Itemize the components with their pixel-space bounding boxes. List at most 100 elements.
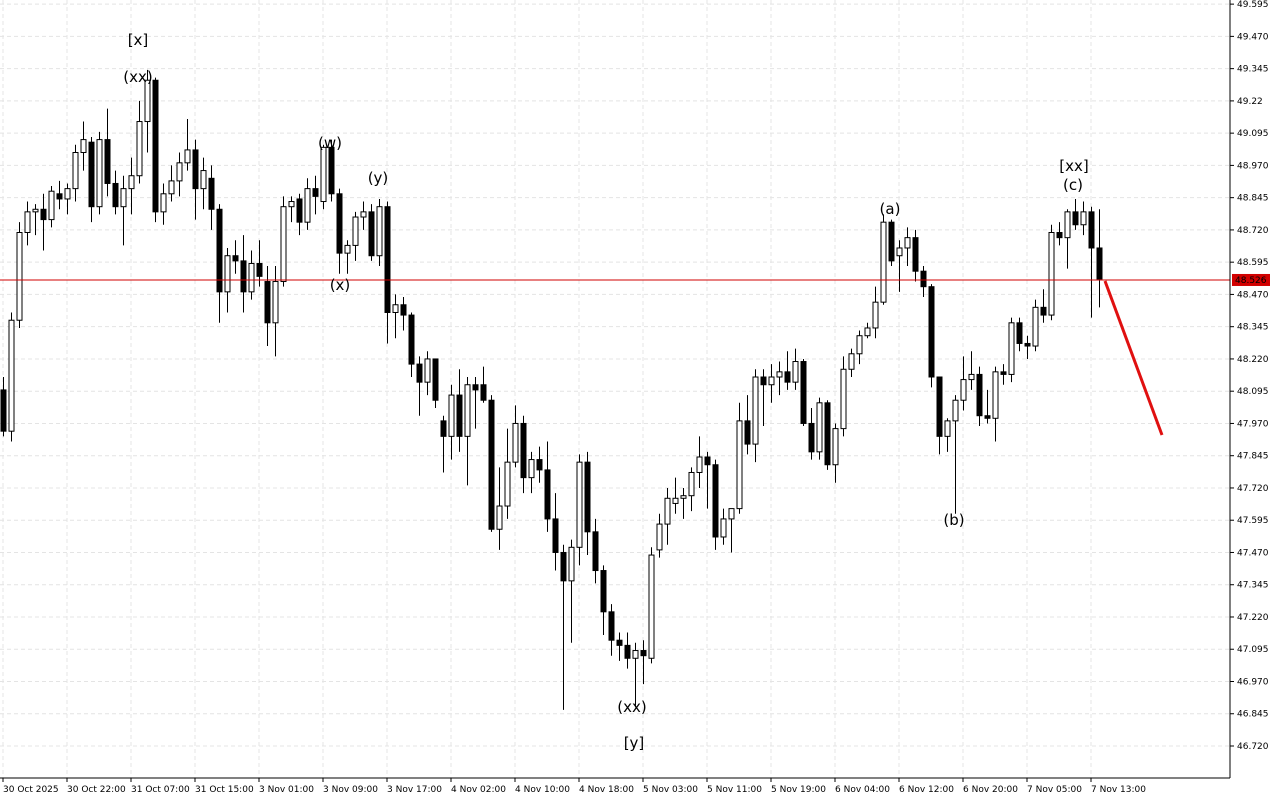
x-tick-label: 5 Nov 19:00 (771, 785, 826, 795)
candle-body (464, 384, 471, 437)
candle-body (1080, 211, 1087, 226)
candle-body (176, 162, 183, 182)
candle-body (104, 139, 111, 184)
candle-body (784, 371, 791, 383)
candle-body (1064, 211, 1071, 239)
wave-label: (xx) (617, 698, 646, 716)
candle-body (1088, 211, 1095, 249)
wave-label: (xx) (123, 68, 152, 86)
candle-body (968, 373, 975, 381)
candle-body (512, 422, 519, 463)
candle-body (688, 471, 695, 497)
candle-body (392, 304, 399, 313)
candle-body (936, 376, 943, 437)
y-tick-label: 47.595 (1237, 516, 1269, 526)
candle-body (160, 193, 167, 213)
x-tick-label: 3 Nov 17:00 (387, 785, 442, 795)
candle-body (696, 456, 703, 473)
candle-body (80, 139, 87, 154)
candle-body (248, 262, 255, 293)
candle-body (64, 188, 71, 200)
candle-body (376, 206, 383, 257)
candle-body (1072, 211, 1079, 226)
candle-body (0, 389, 7, 432)
candle-body (112, 182, 119, 208)
candle-body (1008, 322, 1015, 375)
candle-body (336, 193, 343, 254)
candle-body (944, 420, 951, 437)
wave-label: (c) (1063, 176, 1083, 194)
candle-body (488, 399, 495, 530)
x-tick-label: 7 Nov 13:00 (1091, 785, 1146, 795)
candle-body (40, 208, 47, 221)
candle-body (640, 650, 647, 657)
candle-body (1040, 306, 1047, 316)
candle-body (872, 301, 879, 329)
candle-body (800, 361, 807, 424)
candle-body (440, 420, 447, 437)
x-tick-label: 5 Nov 03:00 (643, 785, 698, 795)
candle-body (728, 508, 735, 520)
candle-body (824, 402, 831, 466)
candle-body (920, 270, 927, 288)
candle-body (560, 551, 567, 582)
y-tick-label: 49.345 (1237, 65, 1269, 75)
candle-body (808, 422, 815, 453)
candle-body (840, 368, 847, 430)
x-tick-label: 6 Nov 12:00 (899, 785, 954, 795)
candle-body (856, 335, 863, 355)
x-tick-label: 3 Nov 01:00 (259, 785, 314, 795)
candle-body (680, 495, 687, 499)
candle-body (288, 201, 295, 208)
y-tick-label: 48.595 (1237, 258, 1269, 268)
y-tick-label: 47.720 (1237, 484, 1269, 494)
candle-body (632, 650, 639, 659)
y-tick-label: 48.470 (1237, 290, 1269, 300)
candle-body (816, 402, 823, 453)
candle-body (768, 376, 775, 386)
candle-body (328, 146, 335, 195)
candle-body (152, 79, 159, 213)
candle-body (56, 193, 63, 200)
candle-body (600, 570, 607, 613)
candle-body (208, 177, 215, 210)
candle-body (848, 353, 855, 370)
y-tick-label: 46.845 (1237, 710, 1269, 720)
candle-body (960, 379, 967, 401)
x-tick-label: 4 Nov 18:00 (579, 785, 634, 795)
y-tick-label: 47.095 (1237, 645, 1269, 655)
candle-body (1048, 231, 1055, 316)
wave-label: (x) (330, 276, 351, 294)
candle-body (312, 188, 319, 197)
candle-body (200, 170, 207, 190)
y-tick-label: 48.220 (1237, 355, 1269, 365)
wave-label: (y) (368, 169, 389, 187)
candle-body (272, 281, 279, 324)
candle-body (648, 554, 655, 659)
candle-body (320, 146, 327, 203)
y-tick-label: 46.970 (1237, 677, 1269, 687)
wave-label: [x] (128, 31, 149, 49)
y-tick-label: 47.470 (1237, 548, 1269, 558)
candle-body (744, 420, 751, 445)
candle-body (264, 281, 271, 324)
candle-body (896, 247, 903, 257)
candle-body (216, 208, 223, 293)
y-tick-label: 46.720 (1237, 742, 1269, 752)
candle-body (736, 420, 743, 510)
x-tick-label: 3 Nov 09:00 (323, 785, 378, 795)
candle-body (384, 206, 391, 313)
y-tick-label: 48.095 (1237, 387, 1269, 397)
candle-body (776, 371, 783, 378)
candle-body (96, 139, 103, 208)
candle-body (976, 373, 983, 417)
candle-body (144, 79, 151, 123)
candle-body (720, 518, 727, 538)
candle-body (904, 237, 911, 249)
candle-body (184, 149, 191, 164)
candle-body (568, 546, 575, 582)
candle-body (1016, 322, 1023, 344)
